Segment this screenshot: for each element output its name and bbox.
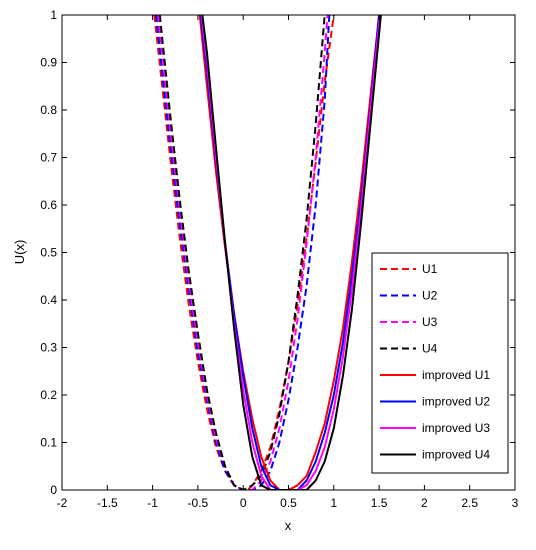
y-tick-label: 0 — [50, 483, 57, 497]
legend: U1 U2 U3 U4 improved U1 improved U2 improved U… — [371, 252, 509, 474]
y-tick-label: 0.4 — [40, 293, 57, 307]
series-line-u2 — [155, 15, 331, 490]
series-line-u4 — [158, 15, 326, 490]
legend-label: U3 — [422, 315, 438, 329]
x-tick-label: 0 — [240, 496, 247, 510]
y-tick-label: 0.1 — [40, 436, 57, 450]
y-tick-label: 0.8 — [40, 103, 57, 117]
x-tick-label: -2 — [57, 496, 68, 510]
legend-label: improved U2 — [422, 395, 490, 409]
x-tick-label: -1.5 — [97, 496, 118, 510]
x-axis-label: x — [285, 518, 292, 533]
y-tick-label: 0.3 — [40, 341, 57, 355]
y-tick-label: 1 — [50, 8, 57, 22]
y-tick-label: 0.9 — [40, 56, 57, 70]
y-tick-label: 0.5 — [40, 246, 57, 260]
y-tick-label: 0.2 — [40, 388, 57, 402]
x-tick-label: -0.5 — [188, 496, 209, 510]
legend-label: U4 — [422, 342, 438, 356]
ticks-layer: -2 -1.5 -1 -0.5 0 0.5 1 1.5 2 2.5 3 0 0.1 0.2 0.3 0.4 0.… — [40, 8, 518, 510]
series-line-u1 — [153, 15, 335, 490]
x-tick-label: -1 — [147, 496, 158, 510]
legend-box — [371, 252, 509, 474]
x-tick-label: 1.5 — [371, 496, 388, 510]
x-tick-label: 2 — [421, 496, 428, 510]
series-line-improved-u4 — [201, 15, 382, 490]
legend-label: improved U1 — [422, 368, 490, 382]
legend-label: U1 — [422, 262, 438, 276]
y-tick-label: 0.7 — [40, 151, 57, 165]
x-tick-label: 1 — [330, 496, 337, 510]
y-tick-label: 0.6 — [40, 198, 57, 212]
legend-label: improved U3 — [422, 421, 490, 435]
series-line-u3 — [157, 15, 329, 490]
x-tick-label: 3 — [512, 496, 519, 510]
series-layer — [153, 15, 382, 490]
x-tick-label: 2.5 — [461, 496, 478, 510]
legend-label: U2 — [422, 289, 438, 303]
x-tick-label: 0.5 — [280, 496, 297, 510]
y-axis-label: U(x) — [12, 240, 27, 265]
legend-label: improved U4 — [422, 448, 490, 462]
